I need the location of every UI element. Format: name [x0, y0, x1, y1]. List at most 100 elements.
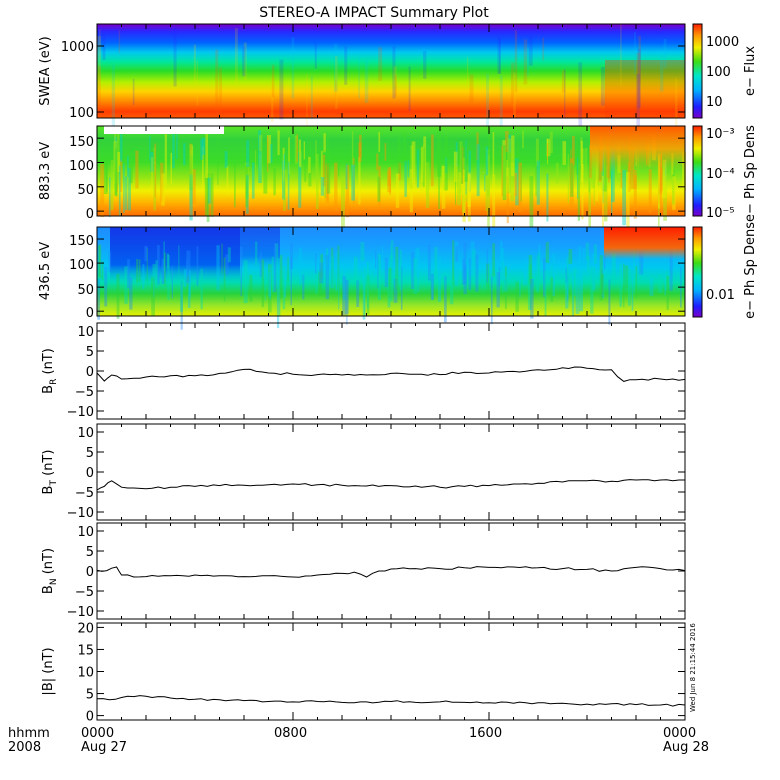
spectrogram-texture-strip	[518, 162, 522, 213]
spectrogram-texture-strip	[434, 246, 438, 276]
spectrogram-texture-strip	[157, 245, 160, 285]
BT-ytick-label: 5	[86, 446, 94, 461]
spectrogram-texture-strip	[672, 155, 675, 205]
spectrogram-texture-strip	[571, 275, 575, 317]
spectrogram-texture-strip	[649, 278, 654, 296]
spectrogram-texture-strip	[452, 240, 455, 286]
Bmag-frame	[96, 622, 686, 721]
spectrogram-texture-strip	[258, 151, 262, 183]
spectrogram-texture-strip	[318, 271, 322, 296]
spectrogram-texture-strip	[545, 242, 549, 263]
spectrogram-texture-strip	[664, 271, 668, 291]
spectrogram-texture-strip	[455, 246, 459, 262]
spectrogram-texture-strip	[637, 48, 641, 108]
spectrogram-texture-strip	[276, 279, 280, 329]
pad436-panel: 150 100 50 0 436.5 eV 0.01 e− Ph Sp Dens…	[38, 125, 758, 330]
spectrogram-texture-strip	[167, 255, 170, 300]
spectrogram-texture-strip	[595, 146, 599, 201]
spectrogram-texture-strip	[628, 268, 631, 306]
spectrogram-texture-strip	[196, 246, 199, 287]
spectrogram-texture-strip	[600, 274, 605, 294]
spectrogram-texture-strip	[104, 266, 108, 307]
BT-panel: 10 5 0 −5 −10 BT (nT)	[41, 423, 686, 521]
pad436-dark-interval-2	[240, 227, 280, 272]
spectrogram-texture-strip	[601, 269, 603, 298]
spectrogram-texture-strip	[408, 66, 411, 111]
spectrogram-texture-strip	[101, 261, 104, 281]
spectrogram-texture-strip	[633, 170, 637, 189]
BR-ylabel-unit: (nT)	[41, 348, 56, 378]
x-tick-0000: 0000	[81, 726, 114, 741]
spectrogram-texture-strip	[663, 175, 667, 221]
spectrogram-texture-strip	[633, 175, 637, 219]
spectrogram-texture-strip	[619, 263, 623, 307]
spectrogram-texture-strip	[506, 176, 509, 224]
spectrogram-texture-strip	[578, 62, 583, 127]
spectrogram-texture-strip	[546, 173, 549, 222]
spectrogram-texture-strip	[538, 251, 541, 277]
spectrogram-texture-strip	[352, 157, 355, 204]
spectrogram-texture-strip	[590, 266, 594, 314]
spectrogram-texture-strip	[268, 264, 272, 313]
pad436-dark-interval	[110, 227, 240, 285]
spectrogram-texture-strip	[335, 251, 338, 291]
spectrogram-texture-strip	[444, 157, 448, 174]
spectrogram-texture-strip	[187, 280, 191, 308]
pad883-early-gap	[104, 126, 224, 134]
spectrogram-texture-strip	[510, 162, 515, 202]
spectrogram-texture-strip	[549, 131, 553, 154]
spectrogram-texture-strip	[527, 264, 532, 310]
spectrogram-texture-strip	[620, 169, 623, 189]
spectrogram-texture-strip	[425, 162, 430, 208]
spectrogram-texture-strip	[591, 253, 596, 291]
spectrogram-texture-strip	[464, 158, 468, 182]
spectrogram-texture-strip	[173, 26, 177, 87]
x-date-end: Aug 28	[663, 740, 709, 755]
spectrogram-texture-strip	[515, 158, 520, 206]
spectrogram-texture-strip	[331, 247, 334, 295]
spectrogram-texture-strip	[664, 257, 666, 296]
spectrogram-texture-strip	[504, 266, 507, 309]
spectrogram-texture-strip	[523, 260, 528, 286]
spectrogram-texture-strip	[657, 154, 660, 209]
spectrogram-texture-strip	[346, 280, 348, 325]
spectrogram-texture-strip	[581, 148, 585, 178]
BR-ylabel-sub: R	[49, 379, 59, 385]
spectrogram-texture-strip	[97, 65, 101, 108]
spectrogram-texture-strip	[123, 163, 125, 213]
spectrogram-texture-strip	[387, 279, 391, 308]
spectrogram-texture-strip	[283, 169, 286, 211]
spectrogram-texture-strip	[565, 267, 568, 283]
spectrogram-texture-strip	[538, 244, 541, 259]
spectrogram-texture-strip	[442, 165, 444, 190]
Bmag-ytick-label: 5	[86, 688, 94, 703]
spectrogram-texture-strip	[566, 257, 569, 295]
spectrogram-texture-strip	[395, 173, 400, 208]
spectrogram-texture-strip	[529, 176, 534, 229]
spectrogram-texture-strip	[511, 135, 515, 177]
spectrogram-texture-strip	[97, 279, 100, 320]
BN-frame	[96, 522, 686, 620]
pad436-ylabel: 436.5 eV	[38, 242, 53, 300]
pad436-colorbar	[692, 226, 703, 318]
spectrogram-texture-strip	[561, 70, 566, 93]
spectrogram-texture-strip	[332, 256, 334, 290]
pad883-cb-tick-1e-4: 10⁻⁴	[706, 167, 735, 182]
spectrogram-texture-strip	[314, 42, 317, 69]
spectrogram-texture-strip	[409, 169, 413, 213]
spectrogram-texture-strip	[306, 73, 308, 126]
spectrogram-texture-strip	[245, 165, 248, 208]
spectrogram-texture-strip	[594, 244, 597, 264]
spectrogram-texture-strip	[266, 136, 269, 172]
x-date-start: Aug 27	[81, 740, 127, 755]
spectrogram-texture-strip	[366, 275, 370, 315]
pad883-colorbar	[692, 125, 703, 217]
spectrogram-texture-strip	[359, 134, 362, 158]
spectrogram-texture-strip	[204, 177, 209, 216]
spectrogram-texture-strip	[103, 160, 108, 194]
spectrogram-texture-strip	[200, 139, 204, 160]
spectrogram-texture-strip	[472, 249, 476, 283]
spectrogram-texture-strip	[106, 163, 108, 192]
spectrogram-texture-strip	[600, 67, 605, 106]
BN-ytick-label: 5	[86, 545, 94, 560]
